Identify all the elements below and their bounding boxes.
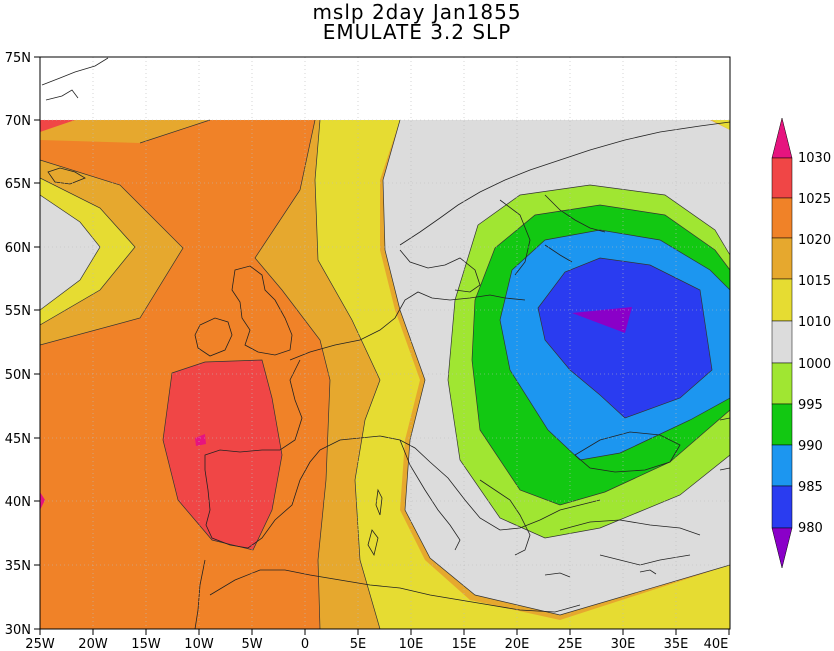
lat-tick-label: 60N <box>5 241 31 256</box>
lon-tick-label: 35E <box>664 637 689 651</box>
colorbar-label: 985 <box>798 480 823 495</box>
contour-fill-layer <box>40 120 730 629</box>
lon-tick-label: 15W <box>131 637 161 651</box>
coastlines <box>41 57 730 629</box>
colorbar-label: 1025 <box>798 192 831 207</box>
band-1025-1030-north <box>40 120 75 132</box>
colorbar-label: 1010 <box>798 315 831 330</box>
lat-tick-label: 45N <box>5 432 31 447</box>
colorbar-swatch-1020-1025 <box>771 197 793 239</box>
colorbar-label: 995 <box>798 398 823 413</box>
plot-frame <box>39 56 731 630</box>
colorbar-arrow-bottom <box>771 527 793 569</box>
lat-tick-label: 35N <box>5 559 31 574</box>
colorbar-label: 1030 <box>798 151 831 166</box>
lat-tick-label: 75N <box>5 51 31 66</box>
colorbar-label: 1020 <box>798 233 831 248</box>
band-1000-1010-atlantic <box>40 195 100 310</box>
colorbar-swatch-995-1000 <box>771 362 793 405</box>
lat-tick-label: 65N <box>5 177 31 192</box>
map-title-line2: EMULATE 3.2 SLP <box>322 20 512 44</box>
lon-tick-label: 10W <box>184 637 214 651</box>
longitude-axis: 25W 20W 15W 10W 5W 0 5E 10E 15E 20E 25E … <box>25 629 730 651</box>
lat-tick-label: 70N <box>5 114 31 129</box>
colorbar-label: 990 <box>798 439 823 454</box>
band-below-980 <box>572 307 632 333</box>
band-above-1030-west <box>40 492 45 510</box>
lon-tick-label: 15E <box>452 637 477 651</box>
lon-tick-label: 5W <box>241 637 262 651</box>
lat-tick-label: 30N <box>5 623 31 638</box>
colorbar-label: 1000 <box>798 357 831 372</box>
lat-tick-label: 55N <box>5 304 31 319</box>
lon-tick-label: 20E <box>505 637 530 651</box>
lon-tick-label: 0 <box>301 637 309 651</box>
colorbar: 1030 1025 1020 1015 1010 1000 995 990 98… <box>771 117 831 569</box>
colorbar-label: 980 <box>798 521 823 536</box>
latitude-axis: 75N 70N 65N 60N 55N 50N 45N 40N 35N 30N <box>5 51 40 638</box>
lon-tick-label: 5E <box>350 637 367 651</box>
band-980-985 <box>538 258 712 418</box>
map-title-line1: mslp 2day Jan1855 <box>312 0 522 24</box>
lon-tick-label: 10E <box>399 637 424 651</box>
colorbar-swatch-985-990 <box>771 444 793 487</box>
lat-tick-label: 40N <box>5 495 31 510</box>
colorbar-swatch-990-995 <box>771 403 793 446</box>
colorbar-swatch-1015-1020 <box>771 237 793 280</box>
grid-lines <box>40 57 730 629</box>
lon-tick-label: 25W <box>25 637 55 651</box>
band-1025-1030-high <box>163 360 282 550</box>
lat-tick-label: 50N <box>5 368 31 383</box>
lon-tick-label: 25E <box>558 637 583 651</box>
colorbar-swatch-1000-1010 <box>771 320 793 364</box>
band-1010-1015-east <box>315 120 730 629</box>
colorbar-swatch-980-985 <box>771 485 793 529</box>
band-above-1030-center <box>195 434 206 446</box>
lon-tick-label: 40E <box>704 637 729 651</box>
lon-tick-label: 20W <box>78 637 108 651</box>
colorbar-label: 1015 <box>798 274 831 289</box>
colorbar-arrow-top <box>771 117 793 159</box>
colorbar-swatch-1010-1015 <box>771 278 793 322</box>
colorbar-swatch-1025-1030 <box>771 157 793 199</box>
lon-tick-label: 30E <box>611 637 636 651</box>
